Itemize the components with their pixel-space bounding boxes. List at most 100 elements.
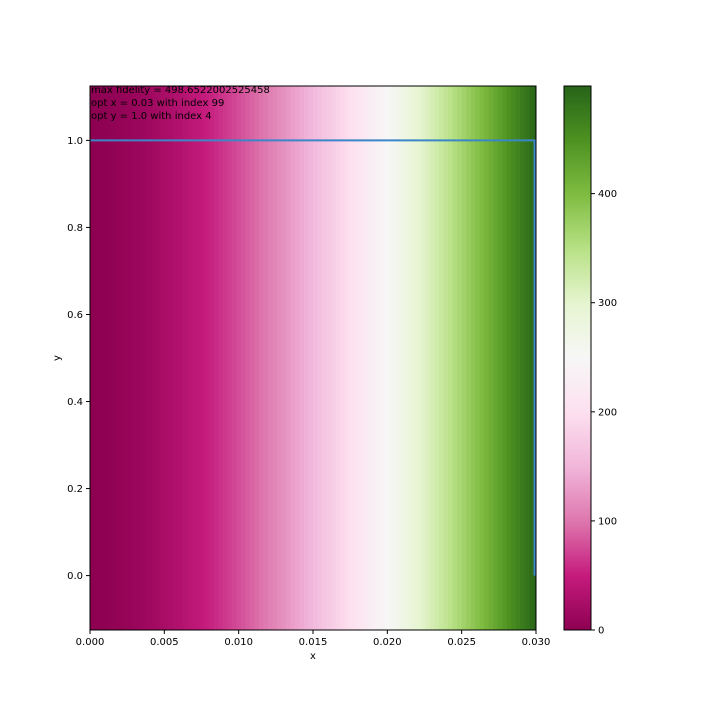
heatmap-cell [470,86,476,630]
heatmap-cell [303,86,310,630]
heatmap-cell [394,86,400,630]
heatmap-cell [425,86,431,630]
heatmap-cell [335,86,341,630]
colorbar-tick-label: 100 [598,516,617,527]
x-tick-label: 0.030 [522,637,551,648]
heatmap-cell [484,86,490,630]
heatmap-cell [358,86,364,630]
heatmap-cell [204,86,210,630]
heatmap-cell [236,86,242,630]
heatmap-cell [322,86,328,630]
y-tick-label: 0.0 [67,571,83,582]
colorbar-tick-label: 200 [598,407,617,418]
heatmap-cell [240,86,247,630]
heatmap-cell [92,86,98,630]
colorbar-axis: 0 100 200 300 400 [591,189,617,637]
heatmap-cell [439,86,445,630]
heatmap-cell [344,86,350,630]
heatmap-cell [141,86,147,630]
heatmap-cell [398,86,404,630]
heatmap-cell [313,86,319,630]
heatmap-cell [101,86,107,630]
heatmap-cell [299,86,305,630]
heatmap-cell [349,86,355,630]
heatmap-cell [371,86,377,630]
heatmap-cell [421,86,427,630]
heatmap-cell [123,86,129,630]
heatmap-cell [218,86,224,630]
heatmap-cell [308,86,314,630]
y-axis: 0.0 0.2 0.4 0.6 0.8 1.0 [67,136,90,582]
y-tick-label: 0.6 [67,310,83,321]
heatmap-cell [146,86,152,630]
heatmap-cell [353,86,359,630]
x-tick-label: 0.005 [150,637,179,648]
heatmap-cell [529,86,535,630]
heatmap-cell [407,86,413,630]
heatmap-cell [457,86,463,630]
heatmap-cell [182,86,188,630]
heatmap-cell [367,86,373,630]
optimum-path-line [90,139,536,576]
heatmap-cell [177,86,183,630]
heatmap-cell [461,86,467,630]
heatmap-cell [448,86,454,630]
heatmap-cell [173,86,179,630]
heatmap-cell [128,86,134,630]
heatmap-cell [263,86,269,630]
heatmap-cell [110,86,116,630]
heatmap-cell [272,86,278,630]
heatmap-cell [362,86,368,630]
heatmap-cell [524,86,530,630]
heatmap-cell [317,86,323,630]
heatmap-cell [231,86,238,630]
heatmap-cell [479,86,485,630]
x-tick-label: 0.025 [447,637,476,648]
colorbar [563,85,592,631]
heatmap-cell [132,86,138,630]
heatmap-cell [443,86,449,630]
heatmap-cell [385,86,391,630]
heatmap-cell [200,86,206,630]
heatmap-cell [249,86,256,630]
heatmap-cell [389,86,395,630]
heatmap-cell [380,86,386,630]
heatmap-cell [520,86,526,630]
heatmap-cell [475,86,481,630]
heatmap-cell [452,86,458,630]
heatmap-cell [105,86,111,630]
heatmap-cell [267,86,274,630]
heatmap [90,86,536,630]
heatmap-cell [155,86,161,630]
heatmap-cell [466,86,472,630]
colorbar-tick-label: 0 [598,626,604,637]
heatmap-cell [290,86,296,630]
heatmap-cell [515,86,521,630]
annotation-opt-x: opt x = 0.03 with index 99 [91,98,224,109]
heatmap-cell [340,86,346,630]
heatmap-cell [168,86,174,630]
heatmap-cell [258,86,265,630]
y-tick-label: 0.4 [67,397,83,408]
y-tick-label: 0.2 [67,484,83,495]
heatmap-cell [96,86,102,630]
heatmap-cell [213,86,219,630]
x-tick-label: 0.015 [299,637,328,648]
y-axis-label: y [52,355,63,361]
x-tick-label: 0.020 [373,637,402,648]
heatmap-cell [285,86,292,630]
x-axis: 0.000 0.005 0.010 0.015 0.020 0.025 0.030 [76,630,551,648]
heatmap-cell [276,86,283,630]
heatmap-cell [506,86,512,630]
heatmap-cell [254,86,260,630]
heatmap-cell [416,86,422,630]
heatmap-cell [493,86,499,630]
annotation-max-fidelity: max fidelity = 498.6522002525458 [91,85,270,96]
colorbar-tick-label: 400 [598,189,617,200]
heatmap-cell [331,86,337,630]
heatmap-cell [150,86,156,630]
annotation-opt-y: opt y = 1.0 with index 4 [91,111,212,122]
heatmap-cell [326,86,332,630]
colorbar-tick-label: 300 [598,298,617,309]
heatmap-cell [502,86,508,630]
